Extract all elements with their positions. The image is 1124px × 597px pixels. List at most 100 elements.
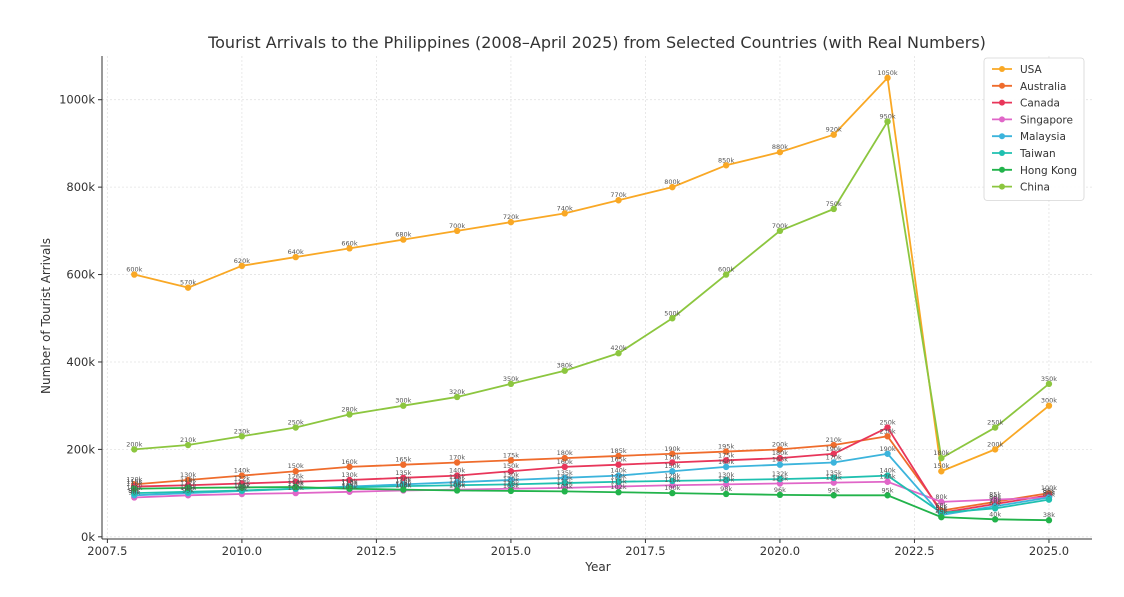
data-point-hong-kong (507, 487, 515, 495)
data-label-china: 750k (826, 200, 842, 208)
data-point-usa (453, 227, 461, 235)
data-label-australia: 170k (449, 454, 465, 462)
data-point-usa (776, 148, 784, 156)
data-point-hong-kong (776, 491, 784, 499)
data-label-singapore: 126k (879, 473, 895, 481)
data-label-hong-kong: 105k (503, 482, 519, 490)
data-label-taiwan: 126k (610, 473, 626, 481)
data-point-hong-kong (830, 492, 837, 499)
data-label-canada: 55k (935, 504, 947, 512)
data-labels: 600k 570k 620k 640k 660k 680k 700k 720k 740k 770k… (126, 69, 1057, 519)
data-label-malaysia: 95k (128, 486, 140, 494)
data-point-usa (131, 271, 138, 278)
data-point-taiwan (722, 476, 730, 484)
legend-marker-australia (999, 82, 1005, 89)
legend-label-usa: USA (1020, 64, 1043, 76)
data-point-taiwan (561, 479, 568, 487)
data-label-taiwan: 103k (180, 483, 196, 491)
data-point-china (507, 380, 515, 388)
data-point-hong-kong (884, 492, 891, 499)
data-label-australia: 185k (610, 447, 626, 455)
data-point-taiwan (669, 477, 676, 485)
data-label-hong-kong: 102k (610, 483, 626, 491)
data-point-canada (830, 450, 837, 457)
x-axis-label: Year (584, 560, 610, 574)
data-label-china: 250k (288, 419, 304, 427)
data-point-taiwan (830, 474, 837, 482)
legend-label-canada: Canada (1020, 98, 1060, 110)
data-label-singapore: 90k (1043, 488, 1055, 496)
data-point-australia (507, 457, 515, 464)
data-label-china: 180k (933, 449, 949, 457)
data-point-china (561, 367, 568, 374)
data-label-taiwan: 132k (772, 470, 788, 478)
data-point-hong-kong (615, 489, 622, 496)
data-point-usa (722, 162, 730, 169)
data-point-australia (346, 463, 353, 471)
data-point-australia (400, 461, 407, 468)
data-label-australia: 175k (503, 451, 519, 459)
data-point-malaysia (561, 474, 568, 482)
data-label-hong-kong: 110k (126, 480, 142, 488)
grid-lines (102, 56, 1092, 539)
data-label-taiwan: 85k (1043, 491, 1055, 499)
data-label-usa: 770k (610, 191, 626, 199)
data-label-singapore: 103k (341, 483, 357, 491)
data-point-canada (507, 468, 515, 475)
data-point-singapore (830, 479, 837, 486)
data-label-malaysia: 105k (234, 482, 250, 490)
data-label-hong-kong: 112k (180, 479, 196, 487)
data-label-hong-kong: 104k (557, 482, 573, 490)
y-axis-label: Number of Tourist Arrivals (39, 238, 53, 394)
data-point-hong-kong (561, 488, 568, 495)
data-point-malaysia (884, 450, 891, 457)
data-label-hong-kong: 106k (449, 481, 465, 489)
data-label-singapore: 120k (718, 475, 734, 483)
data-point-malaysia (830, 459, 837, 466)
data-point-canada (561, 463, 568, 471)
y-tick-label: 400k (66, 355, 95, 369)
data-label-taiwan: 55k (935, 504, 947, 512)
data-point-usa (346, 245, 353, 252)
data-point-hong-kong (938, 513, 945, 521)
data-label-australia: 230k (879, 427, 895, 435)
y-tick-label: 800k (66, 180, 95, 194)
data-label-china: 600k (718, 266, 734, 274)
x-tick-label: 2012.5 (356, 544, 396, 558)
data-label-australia: 200k (772, 440, 788, 448)
data-point-usa (507, 218, 515, 226)
data-point-taiwan (776, 475, 784, 483)
y-tick-label: 1000k (59, 93, 95, 107)
data-label-china: 280k (341, 405, 357, 413)
data-point-china (292, 424, 299, 431)
data-point-hong-kong (292, 483, 299, 491)
chart-title: Tourist Arrivals to the Philippines (200… (207, 33, 986, 52)
data-label-malaysia: 135k (557, 469, 573, 477)
data-label-malaysia: 165k (772, 456, 788, 464)
data-label-hong-kong: 114k (288, 478, 304, 486)
data-label-usa: 920k (826, 126, 842, 134)
data-label-australia: 210k (826, 436, 842, 444)
data-label-china: 350k (1041, 375, 1057, 383)
data-label-canada: 122k (234, 474, 250, 482)
data-point-china (884, 118, 891, 125)
data-label-canada: 130k (341, 471, 357, 479)
y-tick-label: 200k (66, 442, 95, 456)
data-label-australia: 120k (126, 475, 142, 483)
data-point-australia (776, 446, 784, 453)
data-label-australia: 80k (989, 493, 1001, 501)
legend-label-hong-kong: Hong Kong (1020, 165, 1077, 177)
legend-marker-taiwan (999, 150, 1005, 156)
data-point-australia (669, 450, 676, 457)
data-point-usa (292, 253, 299, 261)
data-label-canada: 115k (126, 478, 142, 486)
legend-label-singapore: Singapore (1020, 114, 1073, 126)
data-point-china (453, 393, 461, 401)
data-point-australia (184, 476, 192, 484)
data-point-hong-kong (722, 490, 730, 498)
data-label-hong-kong: 100k (664, 484, 680, 492)
data-point-china (776, 227, 784, 235)
data-label-taiwan: 106k (234, 481, 250, 489)
data-label-hong-kong: 113k (234, 478, 250, 486)
x-tick-label: 2020.0 (760, 544, 800, 558)
